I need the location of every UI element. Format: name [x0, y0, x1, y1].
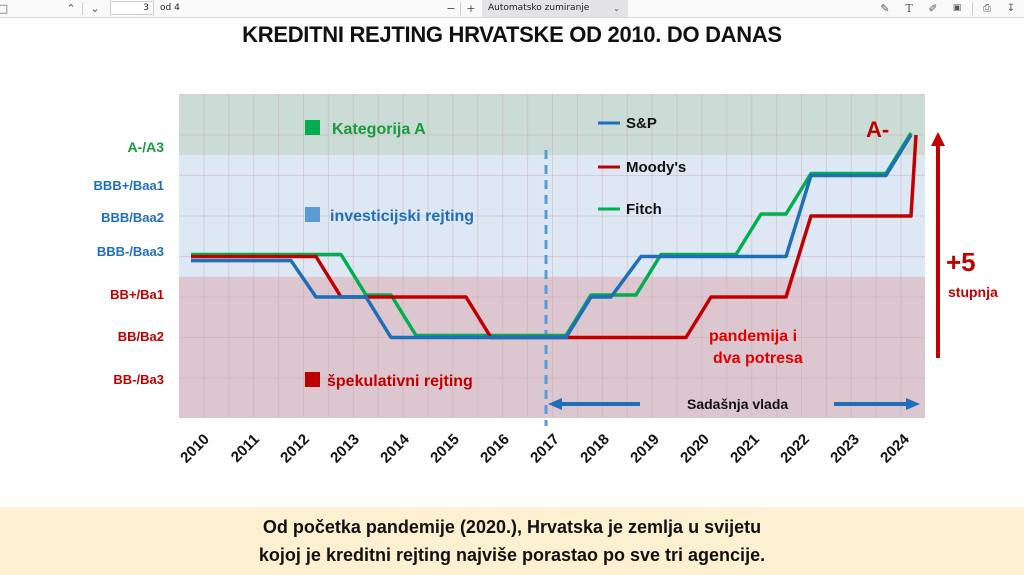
x-tick-label: 2024 — [877, 430, 913, 466]
toolbar-separator — [972, 2, 973, 15]
draw-icon[interactable]: ✐ — [928, 2, 938, 15]
highlight-icon[interactable]: ✎ — [880, 2, 890, 15]
y-label-a-minus: A-/A3 — [127, 139, 164, 155]
x-tick-label: 2013 — [327, 431, 363, 467]
annotation-event-line2: dva potresa — [713, 350, 803, 367]
chart-title: KREDITNI REJTING HRVATSKE OD 2010. DO DA… — [242, 22, 782, 47]
legend-label-sp: S&P — [626, 115, 657, 132]
annotation-change-value: +5 — [946, 247, 976, 277]
zoom-select-value: Automatsko zumiranje — [488, 3, 590, 13]
x-tick-label: 2016 — [477, 431, 513, 467]
toolbar-separator — [82, 2, 83, 15]
y-label-bbb-plus: BBB+/Baa1 — [93, 178, 164, 193]
series-line-moodys — [191, 134, 918, 340]
x-tick-label: 2019 — [627, 431, 663, 467]
x-tick-label: 2012 — [277, 431, 313, 467]
band-label-a: Kategorija A — [332, 121, 426, 138]
zoom-in-icon[interactable]: + — [466, 2, 476, 15]
sidebar-toggle-icon[interactable]: □ — [0, 2, 9, 15]
x-tick-label: 2020 — [677, 431, 713, 467]
next-page-icon[interactable]: ⌄ — [90, 2, 100, 15]
band-marker-investment — [305, 207, 320, 222]
series-line-fitch — [191, 132, 913, 338]
previous-page-icon[interactable]: ⌃ — [66, 2, 76, 15]
band-label-investment: investicijski rejting — [330, 208, 474, 225]
arrow-right-icon — [906, 398, 920, 410]
band-background-0 — [179, 94, 925, 156]
text-icon[interactable]: T — [905, 2, 913, 15]
page-number-input[interactable]: 3 — [110, 1, 154, 15]
arrow-left-icon — [548, 398, 562, 410]
x-tick-label: 2023 — [827, 431, 863, 467]
x-tick-label: 2015 — [427, 431, 463, 467]
x-tick-label: 2010 — [177, 431, 213, 467]
band-marker-speculative — [305, 372, 320, 387]
x-tick-label: 2018 — [577, 431, 613, 467]
x-tick-label: 2014 — [377, 430, 413, 466]
toolbar-separator — [460, 2, 461, 15]
annotation-government: Sadašnja vlada — [687, 396, 788, 412]
x-tick-label: 2021 — [727, 431, 763, 467]
band-label-speculative: špekulativni rejting — [327, 373, 473, 390]
footer-line-2: kojoj je kreditni rejting najviše porast… — [258, 545, 766, 565]
save-icon[interactable]: ↧ — [1006, 3, 1016, 14]
footer-note: Od početka pandemije (2020.), Hrvatska j… — [0, 507, 1024, 575]
y-label-bb: BB/Ba2 — [117, 329, 164, 344]
annotation-top-rating: A- — [866, 117, 889, 142]
page-total-label: od 4 — [160, 3, 180, 13]
zoom-out-icon[interactable]: − — [446, 2, 456, 15]
chevron-down-icon: ⌄ — [613, 4, 620, 13]
image-icon[interactable]: ▣ — [952, 3, 962, 13]
annotation-change-unit: stupnja — [948, 284, 998, 300]
annotation-event-line1: pandemija i — [709, 328, 797, 345]
band-background-2 — [179, 276, 925, 418]
legend-label-fitch: Fitch — [626, 201, 662, 218]
x-tick-label: 2017 — [527, 431, 563, 467]
y-label-bbb-minus: BBB-/Baa3 — [96, 244, 164, 259]
x-tick-label: 2011 — [228, 431, 263, 466]
y-label-bb-plus: BB+/Ba1 — [110, 287, 164, 302]
band-marker-a — [305, 120, 320, 135]
x-tick-label: 2022 — [777, 431, 813, 467]
y-label-bbb: BBB/Baa2 — [101, 210, 164, 225]
legend-label-moodys: Moody's — [626, 159, 686, 176]
footer-line-1: Od početka pandemije (2020.), Hrvatska j… — [262, 517, 762, 537]
series-line-sp — [191, 134, 913, 340]
print-icon[interactable]: ⎙ — [983, 3, 991, 14]
y-label-bb-minus: BB-/Ba3 — [113, 372, 164, 387]
zoom-select[interactable]: Automatsko zumiranje ⌄ — [482, 0, 628, 17]
rating-chart: Kategorija A investicijski rejting špeku… — [177, 94, 998, 467]
pdf-toolbar: □ ⌃ ⌄ 3 od 4 − + Automatsko zumiranje ⌄ … — [0, 0, 1024, 18]
upgrade-arrow-head-icon — [931, 132, 945, 146]
